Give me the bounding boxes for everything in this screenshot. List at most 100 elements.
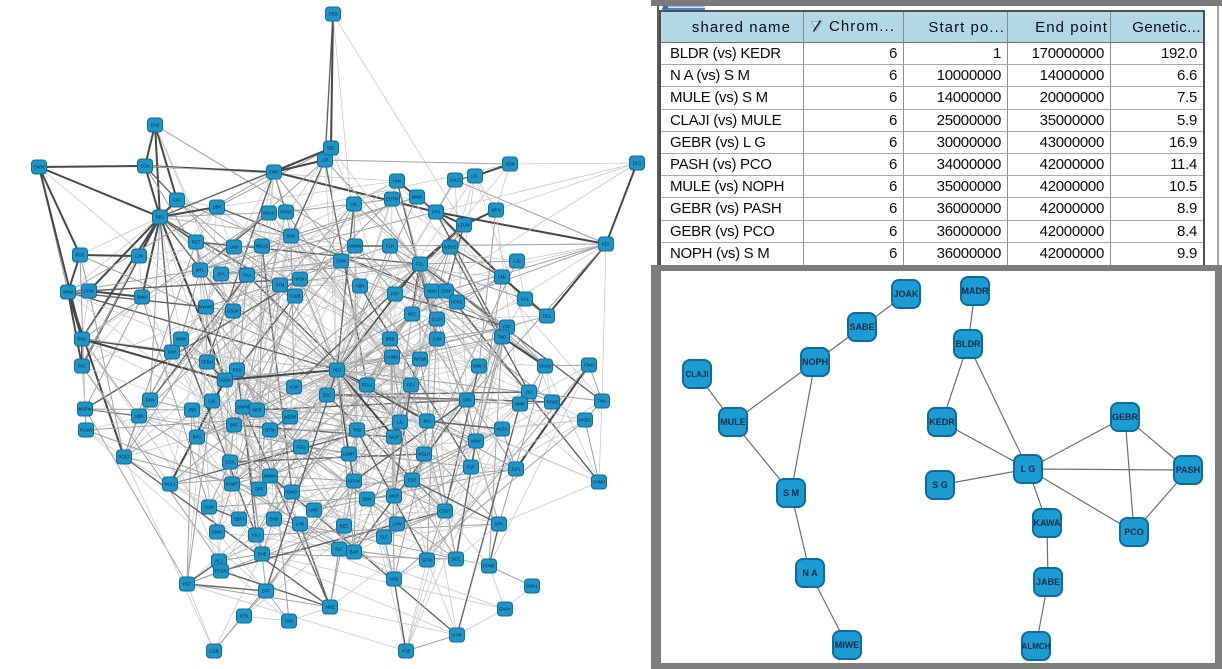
svg-text:NAB: NAB	[390, 577, 399, 582]
svg-text:STM: STM	[276, 283, 285, 288]
svg-text:KKJ: KKJ	[252, 533, 260, 538]
svg-text:DHE: DHE	[258, 552, 267, 557]
svg-text:PPNP: PPNP	[483, 564, 495, 569]
svg-text:PUU: PUU	[78, 337, 87, 342]
svg-text:FLH: FLH	[386, 244, 394, 249]
svg-text:MNW: MNW	[412, 195, 423, 200]
svg-text:PFMG: PFMG	[280, 210, 292, 215]
svg-text:PCO: PCO	[1124, 527, 1144, 537]
svg-text:TNWD: TNWD	[546, 400, 559, 405]
svg-text:JFA: JFA	[217, 272, 224, 277]
svg-text:UMP: UMP	[309, 508, 319, 513]
svg-text:NBW: NBW	[471, 439, 481, 444]
svg-text:NLEA: NLEA	[497, 427, 508, 432]
svg-text:LHB: LHB	[296, 522, 304, 527]
svg-text:CAC: CAC	[173, 198, 182, 203]
svg-text:HJUB: HJUB	[290, 294, 301, 299]
svg-text:KAWA: KAWA	[1034, 518, 1062, 528]
svg-text:RFSW: RFSW	[414, 357, 426, 362]
svg-text:JRR: JRR	[188, 408, 196, 413]
svg-text:PTAA: PTAA	[362, 383, 373, 388]
svg-text:DSW: DSW	[441, 289, 451, 294]
svg-text:GAAH: GAAH	[499, 607, 511, 612]
svg-text:SEBM: SEBM	[201, 360, 213, 365]
svg-text:WWW: WWW	[264, 474, 276, 479]
svg-text:EFA: EFA	[407, 383, 415, 388]
svg-text:USMT: USMT	[343, 452, 355, 457]
svg-text:WFN: WFN	[491, 208, 501, 213]
svg-text:EDTM: EDTM	[386, 197, 398, 202]
svg-text:JUFL: JUFL	[511, 467, 522, 472]
svg-text:GJM: GJM	[433, 337, 442, 342]
svg-text:KEDR: KEDR	[929, 417, 955, 427]
svg-text:HAJ: HAJ	[243, 273, 251, 278]
svg-text:FPS: FPS	[432, 210, 440, 215]
svg-text:NMR: NMR	[515, 402, 525, 407]
svg-text:FUF: FUF	[467, 465, 476, 470]
svg-text:EDC: EDC	[323, 393, 332, 398]
svg-text:SCE: SCE	[452, 557, 461, 562]
svg-text:NOPH: NOPH	[802, 357, 828, 367]
svg-text:TWA: TWA	[284, 619, 293, 624]
svg-text:BEE: BEE	[340, 524, 349, 529]
svg-text:GFW: GFW	[422, 558, 432, 563]
svg-text:BAR: BAR	[350, 550, 359, 555]
svg-text:PGT: PGT	[192, 240, 201, 245]
svg-text:DKN: DKN	[146, 398, 155, 403]
svg-text:AEW: AEW	[505, 162, 515, 167]
svg-text:S M: S M	[783, 488, 799, 498]
svg-text:WTL: WTL	[196, 268, 206, 273]
svg-text:MWWE: MWWE	[199, 305, 213, 310]
svg-text:PCK: PCK	[233, 368, 242, 373]
svg-text:NULJ: NULJ	[165, 482, 175, 487]
svg-text:BPC: BPC	[193, 435, 202, 440]
svg-text:CSGT: CSGT	[439, 509, 451, 514]
svg-text:NSAN: NSAN	[263, 211, 275, 216]
svg-text:HFDH: HFDH	[294, 277, 306, 282]
svg-text:KAL: KAL	[521, 297, 530, 302]
svg-text:MWA: MWA	[137, 295, 147, 300]
svg-text:BRB: BRB	[386, 337, 395, 342]
svg-text:GGB: GGB	[209, 649, 219, 654]
svg-text:DRD: DRD	[328, 12, 337, 17]
svg-text:GSUK: GSUK	[227, 309, 239, 314]
svg-text:LFUM: LFUM	[458, 223, 470, 228]
svg-text:KKDS: KKDS	[579, 418, 591, 423]
svg-text:FGG: FGG	[296, 445, 305, 450]
svg-text:AJG: AJG	[513, 259, 521, 264]
svg-text:CLAJI: CLAJI	[685, 370, 708, 379]
svg-text:WDSE: WDSE	[444, 245, 457, 250]
svg-text:PGEJ: PGEJ	[119, 455, 130, 460]
svg-text:SLF: SLF	[335, 547, 343, 552]
svg-text:SALG: SALG	[449, 178, 460, 183]
svg-text:DWD: DWD	[287, 490, 297, 495]
svg-text:MKE: MKE	[325, 605, 334, 610]
svg-text:LPW: LPW	[392, 522, 401, 527]
svg-text:MIWE: MIWE	[835, 640, 860, 650]
svg-text:SKC: SKC	[230, 423, 239, 428]
svg-text:ELF: ELF	[380, 535, 388, 540]
svg-text:TND: TND	[498, 335, 507, 340]
svg-text:N A: N A	[802, 568, 818, 578]
svg-text:SGDA: SGDA	[219, 378, 231, 383]
svg-text:BNW: BNW	[176, 337, 186, 342]
svg-text:PST: PST	[183, 582, 192, 587]
svg-text:NTK: NTK	[495, 522, 504, 527]
svg-text:KTN: KTN	[240, 614, 248, 619]
svg-text:PFP: PFP	[391, 292, 399, 297]
svg-text:SBFJ: SBFJ	[234, 517, 244, 522]
svg-text:BTF: BTF	[262, 589, 270, 594]
svg-text:FKC: FKC	[78, 364, 86, 369]
svg-text:HFRC: HFRC	[451, 300, 463, 305]
svg-text:SBC: SBC	[327, 146, 336, 151]
svg-text:PUSW: PUSW	[80, 428, 93, 433]
svg-text:L G: L G	[1021, 464, 1036, 474]
svg-text:CJN: CJN	[135, 254, 143, 259]
svg-text:CWW: CWW	[34, 165, 45, 170]
svg-text:S G: S G	[932, 480, 948, 490]
svg-text:DPE: DPE	[255, 487, 264, 492]
svg-text:SJMA: SJMA	[211, 530, 222, 535]
svg-text:RAWT: RAWT	[226, 482, 239, 487]
svg-text:RLJ: RLJ	[215, 559, 222, 564]
svg-text:KEF: KEF	[602, 242, 611, 247]
